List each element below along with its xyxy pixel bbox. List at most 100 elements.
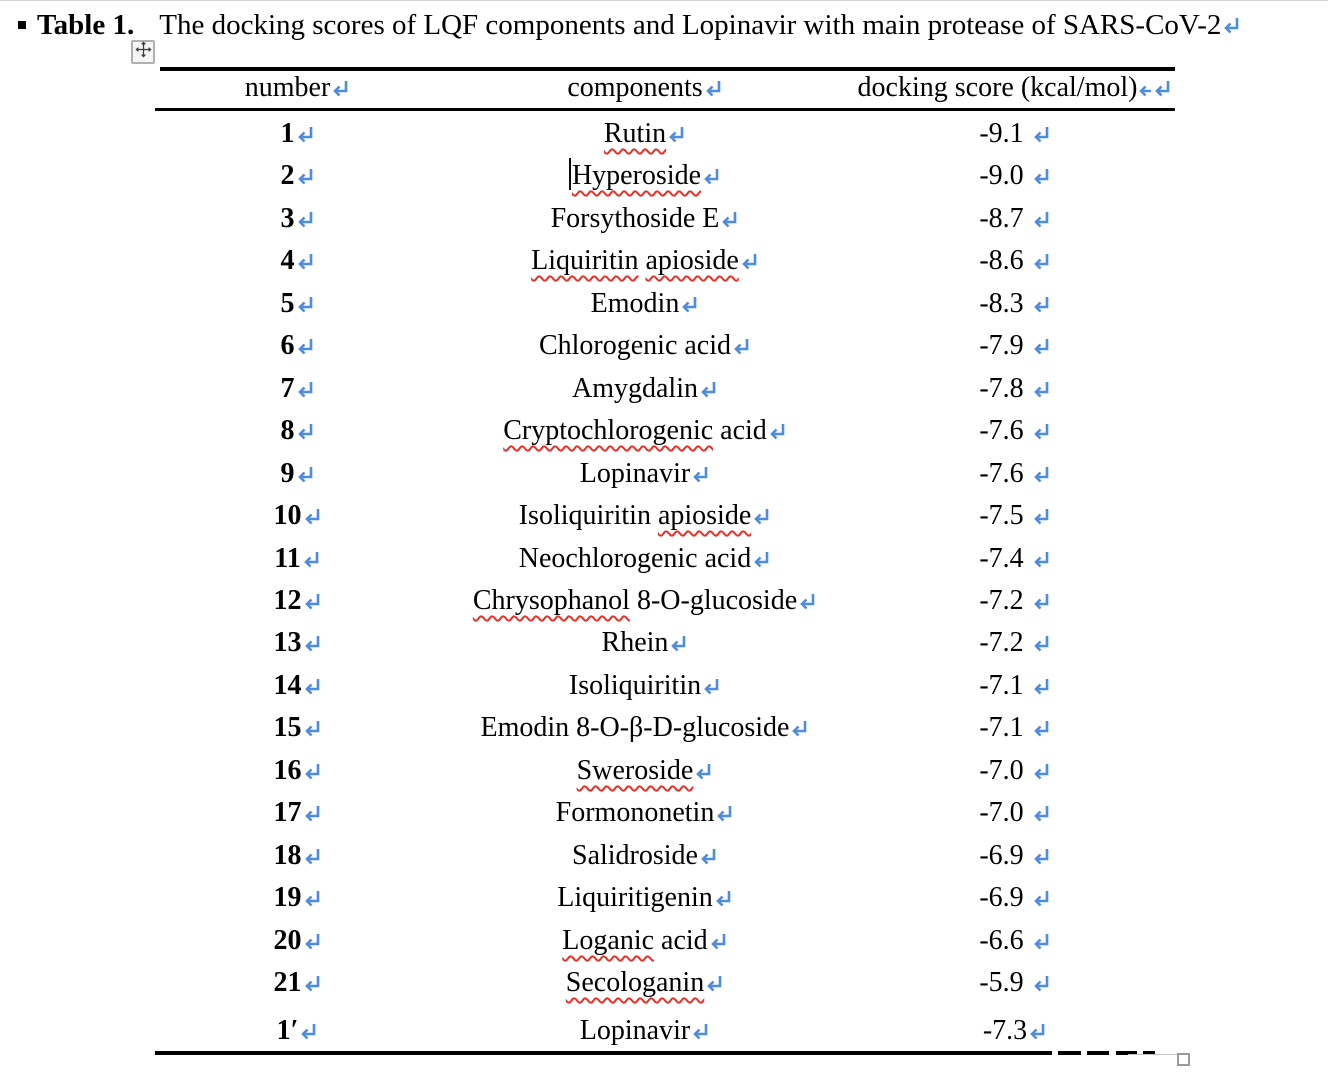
table-resize-handle[interactable] [1177,1053,1190,1066]
return-mark-icon [1031,293,1051,315]
table-move-handle[interactable] [131,40,155,64]
score-cell[interactable]: -7.2 [850,580,1180,622]
table-header-border [155,108,1175,111]
component-cell[interactable]: Emodin [440,283,850,325]
component-cell[interactable]: Cryptochlorogenic acid [440,410,850,452]
score-cell[interactable]: -7.1 [850,665,1180,707]
return-mark-icon [295,335,315,357]
score-cell[interactable]: -7.6 [850,453,1180,495]
component-cell[interactable]: Neochlorogenic acid [440,538,850,580]
component-text: Forsythoside E [550,203,720,234]
component-cell[interactable]: Loganic acid [440,920,850,962]
header-components[interactable]: components [440,68,850,108]
score-cell[interactable]: -7.2 [850,622,1180,664]
score-cell[interactable]: -7.8 [850,368,1180,410]
component-cell[interactable]: Lopinavir [440,453,850,495]
component-cell[interactable]: Liquiritigenin [440,877,850,919]
score-cell[interactable]: -7.0 [850,750,1180,792]
number-cell[interactable]: 19 [155,877,440,919]
return-mark-icon [1031,420,1051,442]
paragraph-style-square-icon [18,21,26,29]
number-cell[interactable]: 18 [155,835,440,877]
table-row: 20 Loganic acid -6.6 [155,920,1215,962]
score-cell[interactable]: -5.9 [850,962,1180,1004]
component-cell[interactable]: Rutin [440,113,850,155]
score-cell[interactable]: -6.9 [850,835,1180,877]
number-cell[interactable]: 16 [155,750,440,792]
table-top-border [160,67,1175,71]
return-mark-icon [731,335,751,357]
table-header-row: number components docking score (kcal/mo… [155,68,1215,108]
number-cell[interactable]: 1 [155,113,440,155]
number-cell[interactable]: 9 [155,453,440,495]
return-mark-icon [295,250,315,272]
return-mark-icon [1031,632,1051,654]
score-cell[interactable]: -7.9 [850,325,1180,367]
number-cell[interactable]: 4 [155,240,440,282]
return-mark-icon [1027,1020,1047,1042]
component-cell[interactable]: Lopinavir [440,1010,850,1052]
header-docking-score[interactable]: docking score (kcal/mol) [850,68,1180,108]
component-cell[interactable]: Liquiritin apioside [440,240,850,282]
return-mark-icon [1031,590,1051,612]
component-cell[interactable]: Chlorogenic acid [440,325,850,367]
component-cell[interactable]: Formononetin [440,792,850,834]
return-mark-icon [701,675,721,697]
return-mark-icon [302,930,322,952]
number-cell[interactable]: 6 [155,325,440,367]
header-number[interactable]: number [155,68,440,108]
return-mark-icon [668,632,688,654]
number-cell[interactable]: 20 [155,920,440,962]
component-text: Hyperoside [571,160,702,191]
number-cell[interactable]: 17 [155,792,440,834]
score-cell[interactable]: -7.0 [850,792,1180,834]
score-cell[interactable]: -7.6 [850,410,1180,452]
component-cell[interactable]: Emodin 8-O-β-D-glucoside [440,707,850,749]
number-cell[interactable]: 3 [155,198,440,240]
table-row: 15 Emodin 8-O-β-D-glucoside -7.1 [155,707,1215,749]
component-cell[interactable]: Sweroside [440,750,850,792]
score-cell[interactable]: -8.6 [850,240,1180,282]
component-cell[interactable]: Forsythoside E [440,198,850,240]
component-cell[interactable]: Isoliquiritin apioside [440,495,850,537]
number-cell[interactable]: 12 [155,580,440,622]
component-cell[interactable]: Isoliquiritin [440,665,850,707]
component-cell[interactable]: Chrysophanol 8-O-glucoside [440,580,850,622]
number-cell[interactable]: 10 [155,495,440,537]
number-cell[interactable]: 15 [155,707,440,749]
score-cell[interactable]: -7.1 [850,707,1180,749]
component-cell[interactable]: Hyperoside [440,155,850,197]
return-mark-icon [690,463,710,485]
number-cell[interactable]: 8 [155,410,440,452]
score-cell[interactable]: -6.6 [850,920,1180,962]
component-cell[interactable]: Secologanin [440,962,850,1004]
number-cell[interactable]: 5 [155,283,440,325]
component-cell[interactable]: Rhein [440,622,850,664]
component-text: Liquiritin [531,245,639,276]
number-cell[interactable]: 14 [155,665,440,707]
component-cell[interactable]: Amygdalin [440,368,850,410]
component-text: Isoliquiritin [518,500,658,531]
number-cell[interactable]: 11 [155,538,440,580]
return-mark-icon [1221,14,1241,36]
component-cell[interactable]: Salidroside [440,835,850,877]
score-cell[interactable]: -7.4 [850,538,1180,580]
return-mark-icon [302,505,322,527]
number-cell[interactable]: 2 [155,155,440,197]
score-cell[interactable]: -9.0 [850,155,1180,197]
table-row: 9 Lopinavir -7.6 [155,453,1215,495]
number-cell[interactable]: 1′ [155,1010,440,1052]
table-row: 5 Emodin -8.3 [155,283,1215,325]
score-cell[interactable]: -8.7 [850,198,1180,240]
score-cell[interactable]: -6.9 [850,877,1180,919]
caption-label: Table 1. [37,8,135,41]
return-mark-icon [666,123,686,145]
return-mark-icon [767,420,787,442]
score-cell[interactable]: -7.3 [850,1010,1180,1052]
number-cell[interactable]: 13 [155,622,440,664]
score-cell[interactable]: -7.5 [850,495,1180,537]
score-cell[interactable]: -9.1 [850,113,1180,155]
number-cell[interactable]: 21 [155,962,440,1004]
score-cell[interactable]: -8.3 [850,283,1180,325]
number-cell[interactable]: 7 [155,368,440,410]
